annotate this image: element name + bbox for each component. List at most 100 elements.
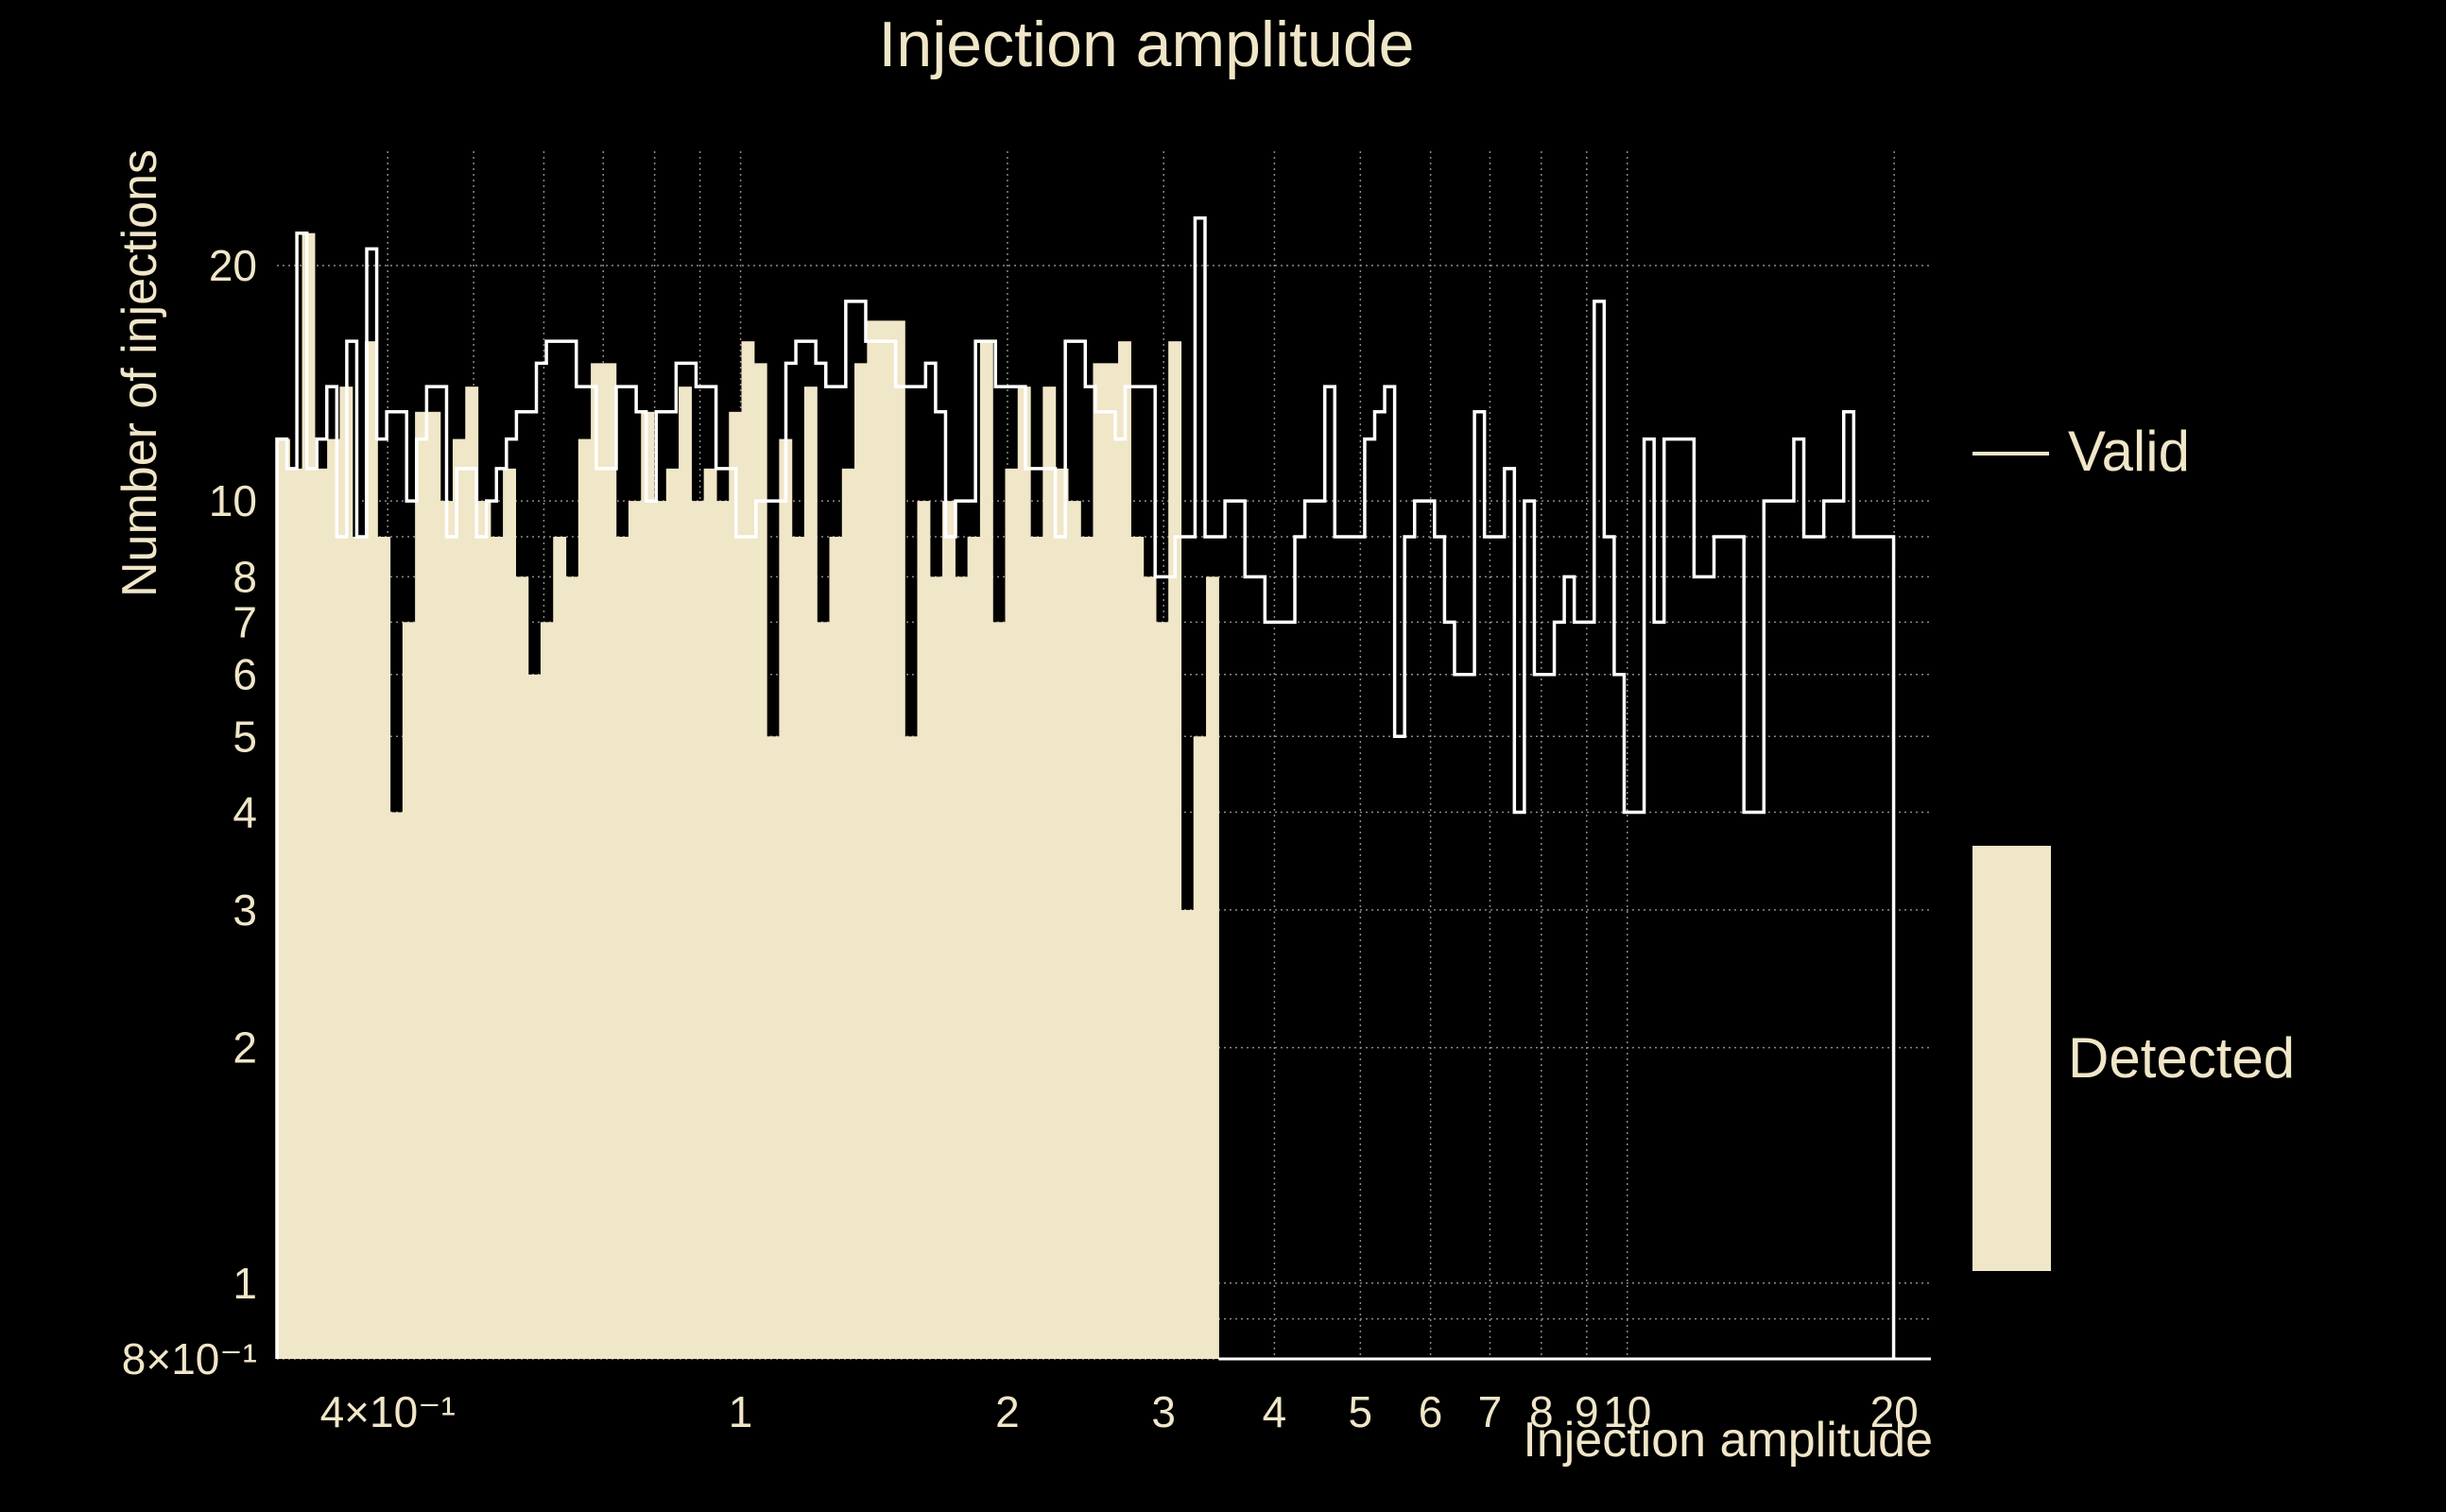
x-tick-label: 6 bbox=[1419, 1387, 1443, 1436]
detected-bar bbox=[1168, 341, 1182, 1359]
x-tick-label: 20 bbox=[1870, 1387, 1919, 1436]
detected-bar bbox=[301, 232, 316, 1359]
detected-bar bbox=[352, 536, 366, 1359]
x-tick-label: 5 bbox=[1349, 1387, 1373, 1436]
detected-bar bbox=[1206, 576, 1219, 1359]
detected-bar bbox=[377, 536, 391, 1359]
detected-bar bbox=[879, 320, 893, 1360]
detected-bar bbox=[628, 501, 642, 1359]
detected-bar bbox=[1180, 909, 1195, 1359]
detected-bar bbox=[540, 622, 554, 1359]
x-tick-label: 7 bbox=[1478, 1387, 1503, 1436]
legend-detected-swatch bbox=[1972, 846, 2051, 1271]
detected-bar bbox=[691, 501, 705, 1359]
detected-bar bbox=[1105, 363, 1119, 1359]
detected-bar bbox=[364, 341, 378, 1359]
detected-bar bbox=[829, 536, 843, 1359]
valid-series-line bbox=[275, 215, 1896, 1359]
x-tick-label: 4 bbox=[1263, 1387, 1287, 1436]
detected-bar bbox=[679, 387, 692, 1360]
detected-bar bbox=[402, 622, 416, 1359]
detected-bar bbox=[439, 501, 454, 1359]
detected-bar bbox=[891, 320, 905, 1360]
detected-bar bbox=[1130, 536, 1145, 1359]
detected-bar bbox=[665, 468, 680, 1360]
y-tick-label: 1 bbox=[233, 1259, 257, 1308]
x-tick-label: 9 bbox=[1575, 1387, 1599, 1436]
detected-bar bbox=[715, 501, 730, 1359]
detected-bar bbox=[917, 501, 931, 1359]
detected-bar bbox=[967, 536, 981, 1359]
detected-bar bbox=[741, 341, 755, 1359]
detected-bar bbox=[314, 468, 328, 1360]
detected-bar bbox=[1155, 622, 1169, 1359]
detected-bar bbox=[767, 736, 780, 1359]
detected-bar bbox=[1143, 576, 1157, 1359]
detected-bar bbox=[1017, 387, 1031, 1360]
detected-bar bbox=[854, 363, 868, 1359]
detected-bar bbox=[277, 438, 290, 1360]
detected-bar bbox=[527, 674, 542, 1359]
y-tick-label: 8×10⁻¹ bbox=[122, 1334, 257, 1383]
detected-bar bbox=[427, 411, 441, 1359]
x-tick-label: 3 bbox=[1151, 1387, 1176, 1436]
detected-bar bbox=[992, 622, 1007, 1359]
detected-bar bbox=[1055, 468, 1069, 1360]
y-axis-label: Number of injections bbox=[112, 149, 167, 597]
x-tick-label: 10 bbox=[1603, 1387, 1651, 1436]
detected-bar bbox=[490, 536, 504, 1359]
detected-bar bbox=[603, 363, 617, 1359]
y-tick-label: 8 bbox=[233, 552, 257, 601]
detected-bar bbox=[553, 536, 567, 1359]
y-tick-label: 2 bbox=[233, 1023, 257, 1073]
detected-bar bbox=[1093, 363, 1107, 1359]
detected-bar bbox=[1080, 536, 1094, 1359]
detected-bar bbox=[929, 576, 943, 1359]
y-tick-label: 3 bbox=[233, 885, 257, 935]
y-tick-label: 10 bbox=[209, 476, 257, 525]
legend-valid-label: Valid bbox=[2068, 420, 2190, 483]
x-tick-label: 2 bbox=[995, 1387, 1020, 1436]
x-tick-label: 4×10⁻¹ bbox=[320, 1387, 456, 1436]
detected-bar bbox=[942, 501, 956, 1359]
detected-bar bbox=[289, 468, 303, 1360]
detected-bar bbox=[1030, 536, 1043, 1359]
detected-bar bbox=[641, 411, 655, 1359]
detected-bar bbox=[703, 468, 717, 1360]
detected-bar bbox=[591, 363, 604, 1359]
detected-bar bbox=[653, 501, 667, 1359]
x-tick-label: 1 bbox=[729, 1387, 753, 1436]
detected-bar bbox=[1042, 387, 1057, 1360]
detected-bar bbox=[452, 438, 466, 1360]
detected-bar bbox=[841, 468, 855, 1360]
detected-bar bbox=[803, 387, 818, 1360]
chart-title: Injection amplitude bbox=[878, 9, 1415, 80]
detected-bar bbox=[339, 387, 353, 1360]
x-tick-label: 8 bbox=[1529, 1387, 1554, 1436]
detected-bar bbox=[979, 341, 993, 1359]
detected-bar bbox=[791, 536, 805, 1359]
legend-detected-label: Detected bbox=[2068, 1026, 2296, 1090]
detected-bar bbox=[477, 501, 491, 1359]
detected-bar bbox=[1067, 501, 1081, 1359]
detected-bar bbox=[1005, 468, 1019, 1360]
detected-bar bbox=[753, 363, 767, 1359]
detected-bar bbox=[577, 438, 592, 1360]
detected-bar bbox=[565, 576, 579, 1359]
detected-bar bbox=[465, 387, 479, 1360]
y-tick-label: 4 bbox=[233, 787, 257, 836]
detected-bar bbox=[503, 468, 516, 1360]
detected-bar bbox=[817, 622, 831, 1359]
detected-bar bbox=[729, 411, 743, 1359]
detected-bar bbox=[779, 438, 793, 1360]
detected-bar bbox=[515, 576, 529, 1359]
detected-bar bbox=[615, 536, 629, 1359]
x-axis-label: Injection amplitude bbox=[1523, 1413, 1933, 1468]
y-tick-label: 7 bbox=[233, 597, 257, 646]
detected-bar bbox=[955, 576, 969, 1359]
detected-bar bbox=[327, 438, 341, 1360]
detected-bar bbox=[415, 411, 429, 1359]
y-tick-label: 5 bbox=[233, 712, 257, 761]
detected-bar bbox=[1193, 736, 1207, 1359]
